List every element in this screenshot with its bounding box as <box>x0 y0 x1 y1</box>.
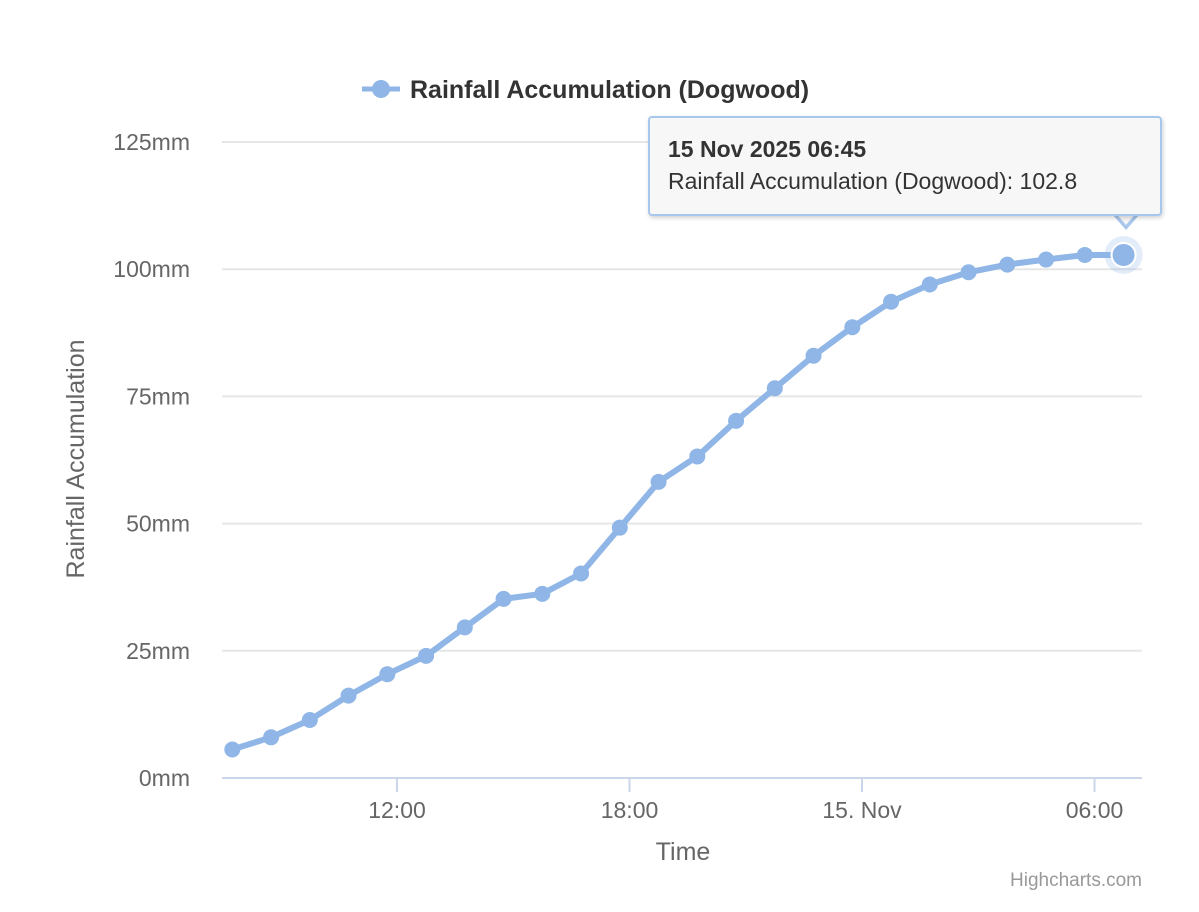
data-point[interactable] <box>844 319 861 336</box>
data-point[interactable] <box>418 647 435 664</box>
data-point[interactable] <box>960 264 977 281</box>
data-point[interactable] <box>301 711 318 728</box>
data-point[interactable] <box>883 293 900 310</box>
legend[interactable]: Rainfall Accumulation (Dogwood) <box>362 76 809 104</box>
series-rainfall-dogwood[interactable] <box>224 235 1143 758</box>
data-point[interactable] <box>1076 246 1093 263</box>
grid-lines <box>222 141 1142 652</box>
data-point[interactable] <box>263 729 280 746</box>
data-point[interactable] <box>689 448 706 465</box>
data-point[interactable] <box>340 687 357 704</box>
data-point-hovered[interactable] <box>1110 241 1137 268</box>
data-point[interactable] <box>766 380 783 397</box>
y-axis-title: Rainfall Accumulation <box>62 339 90 578</box>
x-axis: 12:00 18:00 15. Nov 06:00 <box>222 777 1142 823</box>
y-tick-label: 50mm <box>126 511 190 537</box>
data-point[interactable] <box>728 412 745 429</box>
data-point[interactable] <box>534 585 551 602</box>
x-tick-label: 15. Nov <box>822 797 902 823</box>
data-point[interactable] <box>456 619 473 636</box>
tooltip-title: 15 Nov 2025 06:45 <box>668 136 867 162</box>
data-point[interactable] <box>650 473 667 490</box>
y-tick-label: 100mm <box>113 256 190 282</box>
tooltip: 15 Nov 2025 06:45 Rainfall Accumulation … <box>648 116 1162 216</box>
x-tick-label: 06:00 <box>1066 797 1124 823</box>
y-tick-label: 125mm <box>113 129 190 155</box>
y-tick-label: 75mm <box>126 383 190 409</box>
data-point[interactable] <box>495 590 512 607</box>
credits-link[interactable]: Highcharts.com <box>1010 870 1142 891</box>
y-axis: 0mm 25mm 50mm 75mm 100mm 125mm <box>113 129 190 791</box>
series-line <box>229 252 1127 753</box>
data-point[interactable] <box>805 347 822 364</box>
x-axis-title: Time <box>656 838 711 866</box>
data-point[interactable] <box>224 741 241 758</box>
data-point[interactable] <box>921 276 938 293</box>
legend-marker-symbol <box>372 80 390 98</box>
data-point[interactable] <box>573 565 590 582</box>
data-point[interactable] <box>999 256 1016 273</box>
data-point[interactable] <box>379 666 396 683</box>
y-tick-label: 25mm <box>126 638 190 664</box>
data-point[interactable] <box>1038 251 1055 268</box>
y-tick-label: 0mm <box>139 765 190 791</box>
x-tick-label: 12:00 <box>368 797 426 823</box>
data-point[interactable] <box>611 519 628 536</box>
tooltip-text: Rainfall Accumulation (Dogwood): 102.8 <box>668 168 1078 194</box>
x-tick-label: 18:00 <box>601 797 659 823</box>
legend-item-label[interactable]: Rainfall Accumulation (Dogwood) <box>410 76 809 104</box>
